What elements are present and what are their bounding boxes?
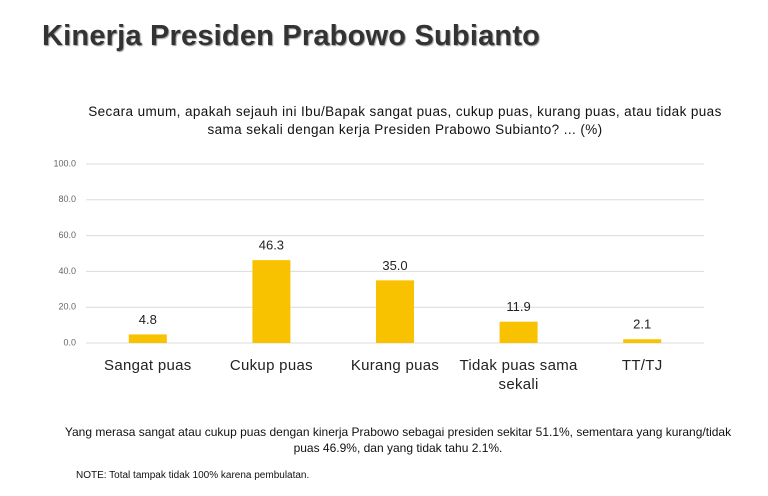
data-label: 4.8 [139,312,157,327]
chart-subtitle: Secara umum, apakah sejauh ini Ibu/Bapak… [88,104,722,137]
x-tick-label: Tidak puas sama sekali [459,357,578,393]
y-tick-label: 60.0 [58,230,76,240]
x-tick-label: Kurang puas [350,357,440,374]
x-tick-label: TT/TJ [621,357,663,374]
y-tick-label: 100.0 [53,158,76,168]
data-label: 2.1 [633,317,651,332]
data-label: 35.0 [382,258,407,273]
data-label: 11.9 [506,299,530,314]
y-tick-label: 40.0 [58,266,76,276]
summary-text: Yang merasa sangat atau cukup puas denga… [64,425,732,455]
bar [252,260,291,343]
chart-title: Kinerja Presiden Prabowo Subianto [42,20,541,52]
y-tick-label: 0.0 [63,337,76,347]
bar [128,334,167,343]
bar [376,280,414,343]
bar [623,339,662,343]
note-text: NOTE: Total tampak tidak 100% karena pem… [76,470,310,481]
data-label: 46.3 [259,238,284,253]
y-tick-label: 20.0 [58,302,76,312]
x-tick-label: Sangat puas [104,357,192,374]
y-tick-label: 80.0 [58,194,76,204]
x-tick-label: Cukup puas [229,357,313,374]
bar [499,321,538,343]
